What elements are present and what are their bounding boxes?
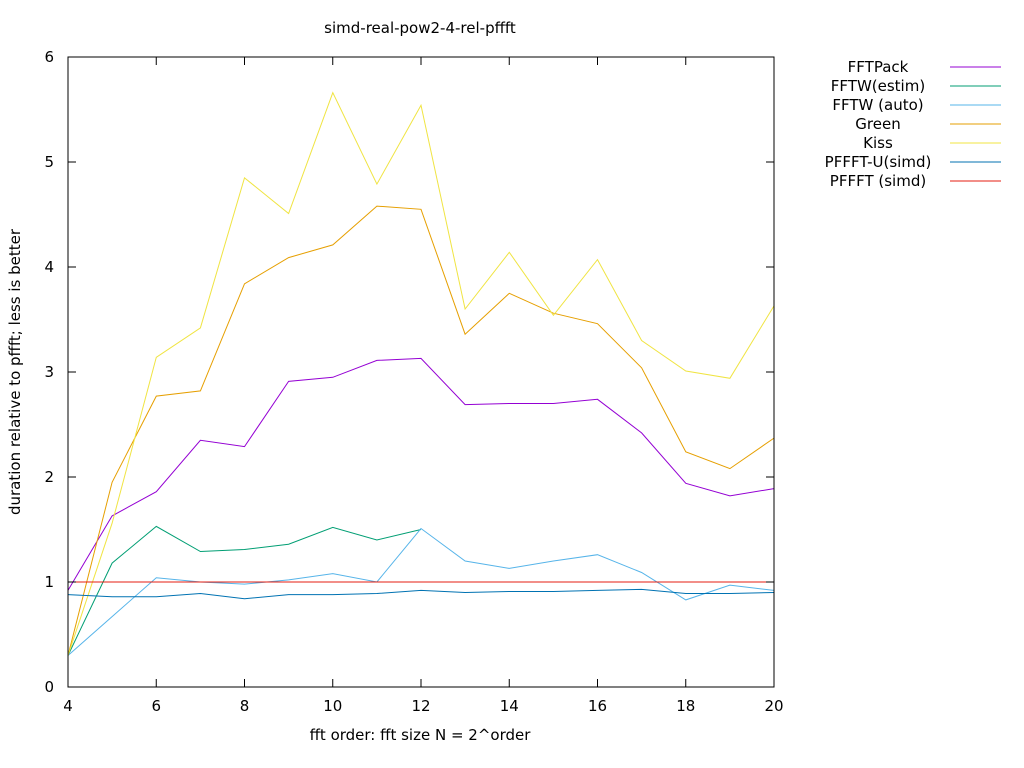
x-tick-label: 6 xyxy=(151,697,161,715)
legend-label: FFTW(estim) xyxy=(831,77,925,95)
x-tick-label: 4 xyxy=(63,697,73,715)
y-tick-label: 6 xyxy=(44,48,54,66)
y-tick-label: 3 xyxy=(44,363,54,381)
legend-label: PFFFT-U(simd) xyxy=(825,153,932,171)
x-tick-label: 20 xyxy=(764,697,783,715)
x-axis: 4 6 8 10 12 14 16 18 20 xyxy=(63,57,784,715)
legend-label: Green xyxy=(855,115,900,133)
y-tick-label: 5 xyxy=(44,153,54,171)
x-tick-label: 12 xyxy=(411,697,430,715)
series-line-fftw-estim xyxy=(67,525,422,656)
legend-label: PFFFT (simd) xyxy=(830,172,926,190)
y-tick-label: 4 xyxy=(44,258,54,276)
x-tick-label: 14 xyxy=(500,697,519,715)
series-lines xyxy=(67,91,775,656)
y-axis-label: duration relative to pffft; less is bett… xyxy=(6,228,24,515)
legend-label: Kiss xyxy=(863,134,893,152)
chart-title: simd-real-pow2-4-rel-pffft xyxy=(324,19,516,37)
x-tick-label: 16 xyxy=(588,697,607,715)
series-line-fftpack xyxy=(67,357,775,591)
y-tick-label: 0 xyxy=(44,678,54,696)
x-tick-label: 10 xyxy=(323,697,342,715)
y-axis: 0 1 2 3 4 5 6 xyxy=(44,48,774,696)
legend-label: FFTW (auto) xyxy=(832,96,923,114)
x-axis-label: fft order: fft size N = 2^order xyxy=(310,726,532,744)
legend-label: FFTPack xyxy=(848,58,909,76)
y-tick-label: 2 xyxy=(44,468,54,486)
x-tick-label: 8 xyxy=(240,697,250,715)
y-tick-label: 1 xyxy=(44,573,54,591)
x-tick-label: 18 xyxy=(676,697,695,715)
series-line-kiss xyxy=(67,91,775,656)
series-line-pffft-u-simd xyxy=(67,588,775,600)
plot-frame xyxy=(67,56,775,688)
series-line-green xyxy=(67,205,775,656)
